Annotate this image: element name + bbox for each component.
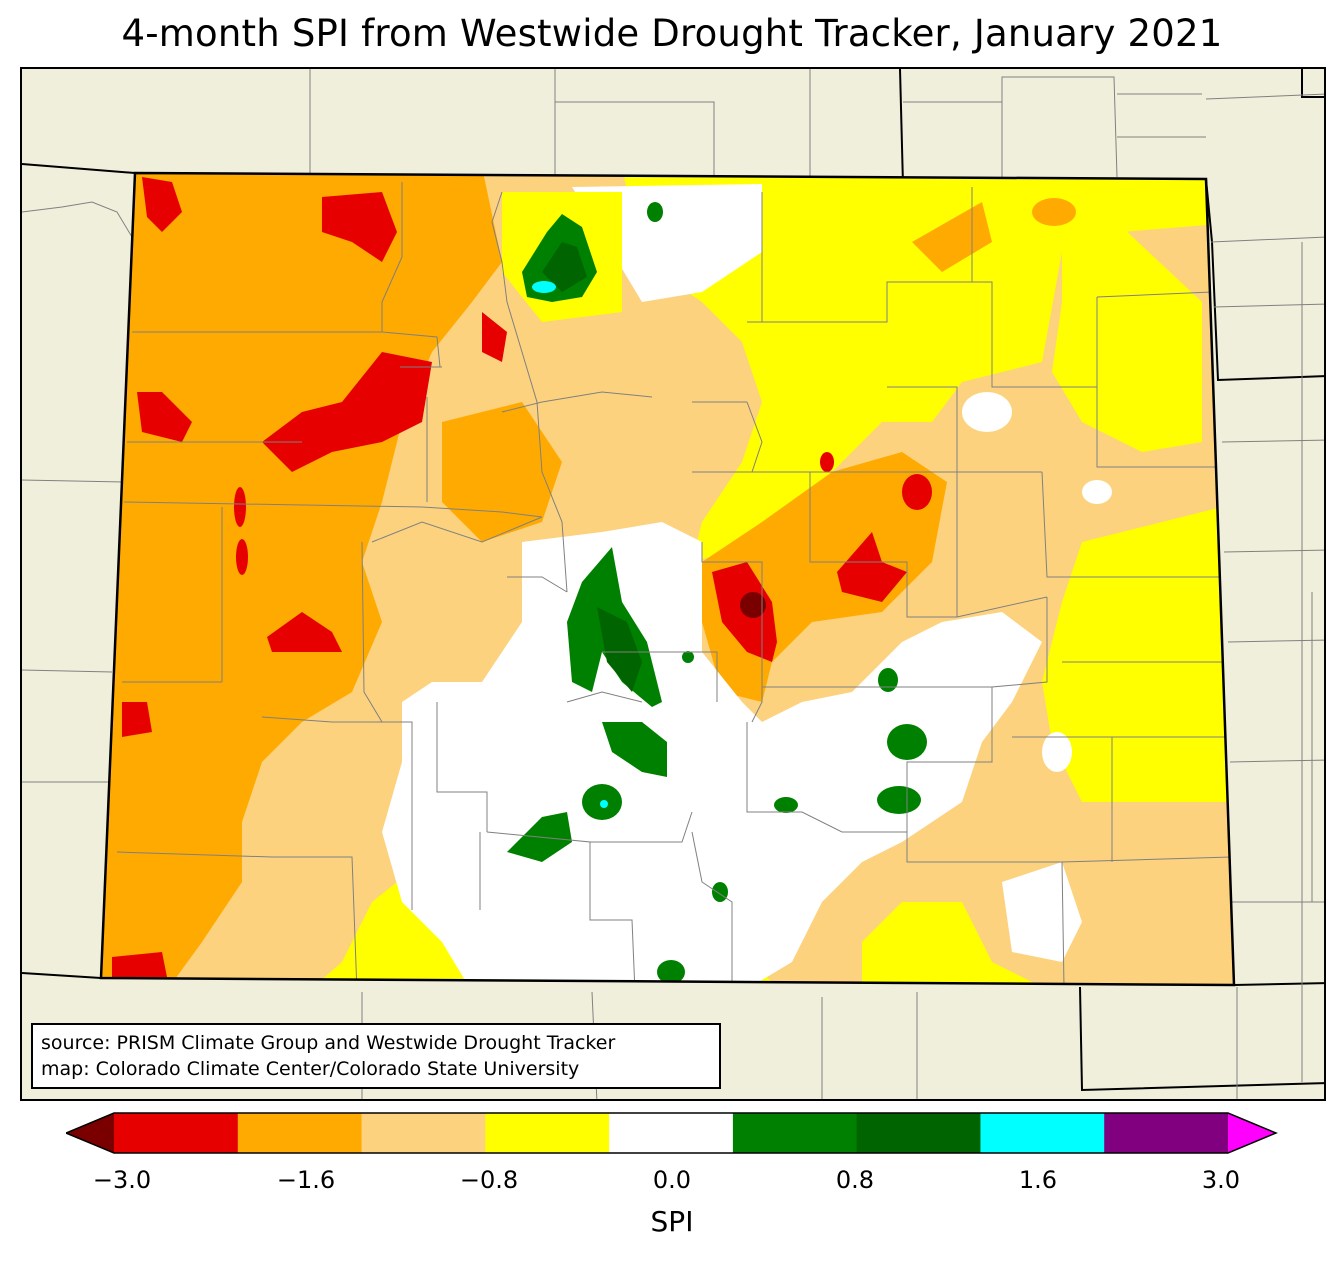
colorbar-tick-label: 1.6 (1018, 1166, 1058, 1194)
colorbar-bin (609, 1113, 734, 1153)
colorbar-bins (66, 1113, 1276, 1153)
colorbar-bin (732, 1113, 858, 1153)
colorbar-bin (1104, 1113, 1229, 1153)
colorbar-bin (485, 1113, 610, 1153)
colorbar-tick-label: 3.0 (1201, 1166, 1241, 1194)
colorbar-bin (114, 1113, 239, 1153)
neighbor-state-borders (22, 69, 1324, 1092)
colorbar-tick-label: −3.0 (92, 1166, 152, 1194)
neighbor-county-lines (22, 69, 1324, 1099)
colorbar-tick-label: −1.6 (276, 1166, 336, 1194)
colorado-border (99, 171, 1236, 987)
source-line: source: PRISM Climate Group and Westwide… (41, 1032, 616, 1054)
colorbar-label: SPI (650, 1205, 694, 1238)
map-credit-line: map: Colorado Climate Center/Colorado St… (41, 1058, 580, 1080)
colorado-spi-fill (101, 173, 1234, 985)
map-title: 4-month SPI from Westwide Drought Tracke… (121, 12, 1223, 55)
colorbar-bin (980, 1113, 1105, 1153)
colorbar-bin (361, 1113, 486, 1153)
colorbar-extend-min (66, 1113, 114, 1153)
colorbar-tick-label: −0.8 (459, 1166, 519, 1194)
spi-map-svg (22, 69, 1324, 1099)
colorbar-bin (856, 1113, 981, 1153)
spi-colorbar (66, 1112, 1278, 1154)
colorbar-bin (237, 1113, 363, 1153)
colorbar-tick-label: 0.0 (652, 1166, 692, 1194)
colorbar-extend-max (1228, 1113, 1276, 1153)
map-panel: source: PRISM Climate Group and Westwide… (20, 67, 1326, 1101)
colorbar-tick-label: 0.8 (835, 1166, 875, 1194)
source-attribution-box: source: PRISM Climate Group and Westwide… (31, 1023, 721, 1089)
